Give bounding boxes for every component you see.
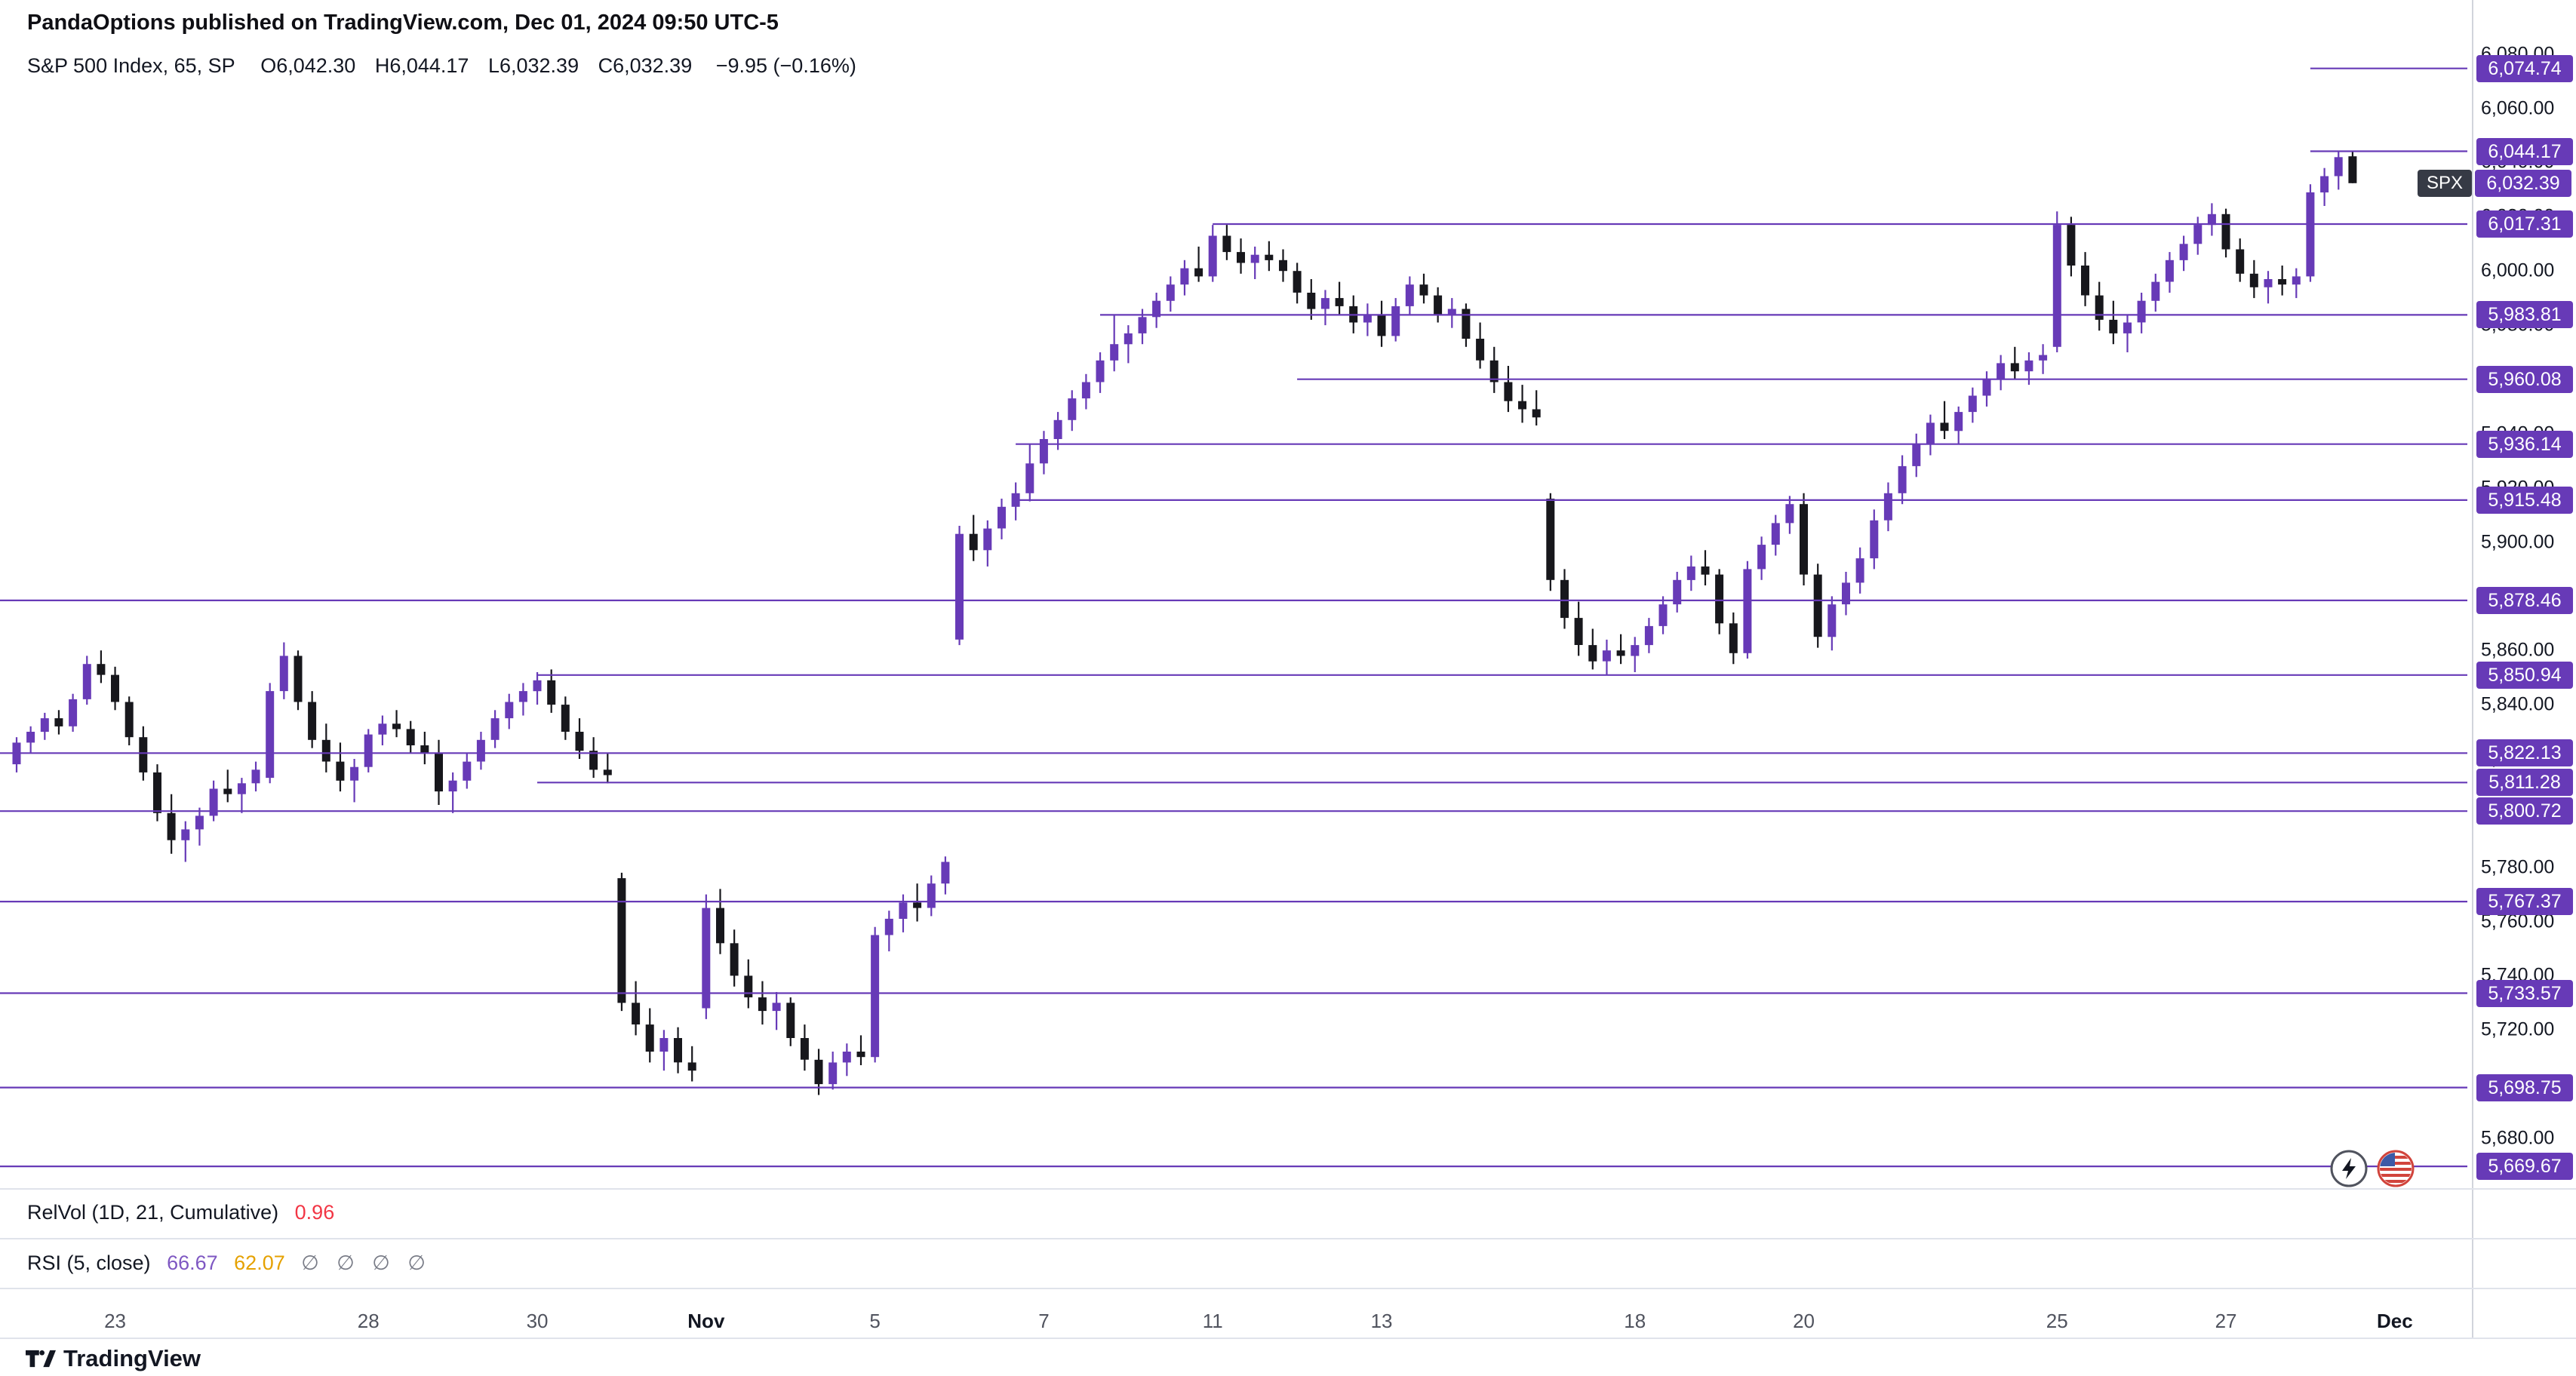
time-axis-label: 11: [1202, 1310, 1223, 1332]
pane-separator-rsi-timeaxis: [0, 1288, 2576, 1289]
tradingview-logo-icon: [26, 1350, 56, 1368]
symbol-title[interactable]: S&P 500 Index, 65, SP: [27, 54, 235, 77]
price-level-badge[interactable]: 5,767.37: [2476, 888, 2573, 916]
legend-close: C6,032.39: [598, 54, 693, 77]
legend-low: L6,032.39: [487, 54, 579, 77]
candlestick-chart[interactable]: [0, 0, 2576, 1339]
price-level-badge[interactable]: 5,878.46: [2476, 586, 2573, 614]
relvol-legend[interactable]: RelVol (1D, 21, Cumulative) 0.96: [27, 1201, 334, 1224]
price-tick-label: 6,060.00: [2481, 97, 2555, 119]
price-level-badge[interactable]: 5,733.57: [2476, 979, 2573, 1007]
time-axis-label: 23: [104, 1310, 127, 1332]
price-tick-label: 5,720.00: [2481, 1018, 2555, 1040]
time-axis-label: 25: [2046, 1310, 2068, 1332]
price-tick-label: 6,000.00: [2481, 260, 2555, 281]
time-axis-label: Nov: [687, 1310, 725, 1332]
price-level-badge[interactable]: 6,074.74: [2476, 54, 2573, 82]
time-axis-label: Dec: [2376, 1310, 2413, 1332]
price-level-badge[interactable]: 6,017.31: [2476, 210, 2573, 238]
relvol-value: 0.96: [294, 1201, 335, 1224]
legend-change: −9.95 (−0.16%): [715, 54, 856, 77]
time-axis-label: 30: [526, 1310, 549, 1332]
pane-separator-relvol-rsi[interactable]: [0, 1238, 2576, 1239]
rsi-label: RSI (5, close): [27, 1252, 151, 1274]
price-level-badge[interactable]: 5,811.28: [2476, 769, 2573, 797]
tradingview-brand[interactable]: TradingView: [26, 1345, 201, 1372]
price-level-badge[interactable]: 5,822.13: [2476, 739, 2573, 767]
published-line: PandaOptions published on TradingView.co…: [27, 11, 779, 35]
time-axis-label: 20: [1793, 1310, 1815, 1332]
price-level-badge[interactable]: 5,850.94: [2476, 661, 2573, 689]
legend-high: H6,044.17: [374, 54, 469, 77]
rsi-ma-value: 62.07: [234, 1252, 285, 1274]
price-level-badge[interactable]: 6,044.17: [2476, 137, 2573, 165]
price-level-badge[interactable]: 5,960.08: [2476, 365, 2573, 393]
price-tick-label: 5,680.00: [2481, 1127, 2555, 1149]
price-scale-separator: [2472, 0, 2473, 1338]
price-level-badge[interactable]: 5,800.72: [2476, 797, 2573, 825]
level-lines-and-candles: [0, 67, 2467, 1168]
last-price-value: 6,032.39: [2475, 169, 2572, 197]
price-level-badge[interactable]: 5,698.75: [2476, 1073, 2573, 1101]
time-axis-label: 28: [357, 1310, 380, 1332]
rsi-legend[interactable]: RSI (5, close) 66.67 62.07 ∅ ∅ ∅ ∅: [27, 1252, 432, 1275]
alert-lightning-button[interactable]: [2329, 1149, 2369, 1188]
tradingview-brand-label: TradingView: [63, 1345, 201, 1371]
time-axis-label: 18: [1624, 1310, 1646, 1332]
time-axis-label: 27: [2215, 1310, 2237, 1332]
time-axis-label: 5: [869, 1310, 881, 1332]
pane-separator-timeaxis-footer: [0, 1338, 2576, 1339]
last-price-badge[interactable]: SPX 6,032.39: [2418, 169, 2572, 197]
price-tick-label: 5,900.00: [2481, 531, 2555, 553]
price-tick-label: 5,840.00: [2481, 693, 2555, 715]
price-tick-label: 5,780.00: [2481, 856, 2555, 878]
price-level-badge[interactable]: 5,915.48: [2476, 486, 2573, 514]
price-level-badge[interactable]: 5,983.81: [2476, 301, 2573, 329]
price-tick-label: 5,860.00: [2481, 639, 2555, 661]
chart-legend: S&P 500 Index, 65, SP O6,042.30 H6,044.1…: [27, 54, 856, 78]
relvol-label: RelVol (1D, 21, Cumulative): [27, 1201, 279, 1224]
price-level-badge[interactable]: 5,936.14: [2476, 430, 2573, 458]
time-axis-label: 13: [1370, 1310, 1393, 1332]
rsi-value: 66.67: [167, 1252, 218, 1274]
price-level-badge[interactable]: 5,669.67: [2476, 1153, 2573, 1181]
rsi-empty-values: ∅ ∅ ∅ ∅: [301, 1252, 432, 1274]
us-flag-icon[interactable]: [2376, 1149, 2415, 1188]
time-axis-label: 7: [1038, 1310, 1050, 1332]
pane-separator-price-relvol[interactable]: [0, 1188, 2576, 1190]
footer-bar: TradingView: [0, 1339, 2576, 1376]
symbol-badge: SPX: [2418, 169, 2473, 197]
legend-open: O6,042.30: [260, 54, 356, 77]
